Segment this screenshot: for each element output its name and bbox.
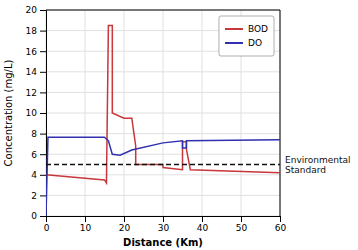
tick-label: 16 [26,47,38,57]
tick: 10 [80,216,92,233]
grid-line-y [46,92,280,93]
tick-label: 30 [158,223,170,233]
tick: 12 [26,88,46,98]
tick: 6 [31,150,46,160]
tick-label: 20 [119,223,131,233]
tick-mark [85,216,86,222]
grid-line-y [46,174,280,175]
legend-swatch [225,28,243,30]
tick-mark [40,72,46,73]
tick: 20 [119,216,131,233]
tick: 50 [236,216,248,233]
tick-label: 6 [31,150,37,160]
tick-mark [163,216,164,222]
tick-mark [40,10,46,11]
tick-mark [40,195,46,196]
legend: BOD DO [219,16,274,56]
tick-mark [40,31,46,32]
grid-line-y [46,133,280,134]
tick-label: 2 [31,191,37,201]
grid-line-y [46,113,280,114]
tick-label: 20 [26,5,38,15]
tick: 0 [31,211,46,221]
grid-line-y [46,10,280,11]
tick-label: 18 [26,26,38,36]
tick-label: 60 [275,223,287,233]
tick: 0 [44,216,50,233]
tick-label: 10 [80,223,92,233]
x-axis: 0 10 20 30 40 50 60 [44,216,287,233]
reference-line [46,164,280,166]
tick-label: 4 [31,170,37,180]
grid-line-y [46,154,280,155]
tick: 14 [26,67,46,77]
tick-mark [40,134,46,135]
tick-mark [40,154,46,155]
tick-label: 10 [26,108,38,118]
legend-label: DO [248,38,262,48]
tick: 20 [26,5,46,15]
tick: 4 [31,170,46,180]
tick-mark [124,216,125,222]
tick-mark [40,175,46,176]
tick: 8 [31,129,46,139]
plot: 0 10 20 30 40 50 60 0 2 4 6 8 10 12 14 16 18 20 BOD DO [26,5,287,233]
frame [280,10,281,216]
legend-label: BOD [248,24,268,34]
grid [46,10,280,216]
tick: 30 [158,216,170,233]
axis-line [47,217,281,223]
axis-line [40,11,47,217]
tick: 2 [31,191,46,201]
tick: 60 [275,216,287,233]
grid-line-y [46,195,280,196]
grid-line-x [280,10,281,216]
tick-mark [280,216,281,222]
tick-label: 0 [31,211,37,221]
tick-mark [202,216,203,222]
tick-label: 0 [44,223,50,233]
chart: 0 10 20 30 40 50 60 0 2 4 6 8 10 12 14 16 18 20 BOD DO Dista… [0,0,358,250]
tick-mark [40,113,46,114]
legend-swatch [225,42,243,44]
legend-box [219,16,274,56]
tick-label: 40 [197,223,209,233]
tick-label: 12 [26,88,37,98]
tick-label: 14 [26,67,38,77]
tick: 18 [26,26,46,36]
y-axis-title: Concentration (mg/L) [3,60,14,167]
frame [46,10,280,11]
annotation: EnvironmentalStandard [285,155,350,175]
tick-label: 8 [31,129,37,139]
tick-mark [40,51,46,52]
tick: 40 [197,216,209,233]
tick-mark [40,92,46,93]
tick: 10 [26,108,46,118]
tick-mark [40,216,46,217]
tick: 16 [26,47,46,57]
y-axis: 0 2 4 6 8 10 12 14 16 18 20 [26,5,47,221]
x-axis-title: Distance (Km) [123,237,203,248]
tick-mark [241,216,242,222]
grid-line-y [46,71,280,72]
series-line [46,137,280,216]
tick-label: 50 [236,223,248,233]
